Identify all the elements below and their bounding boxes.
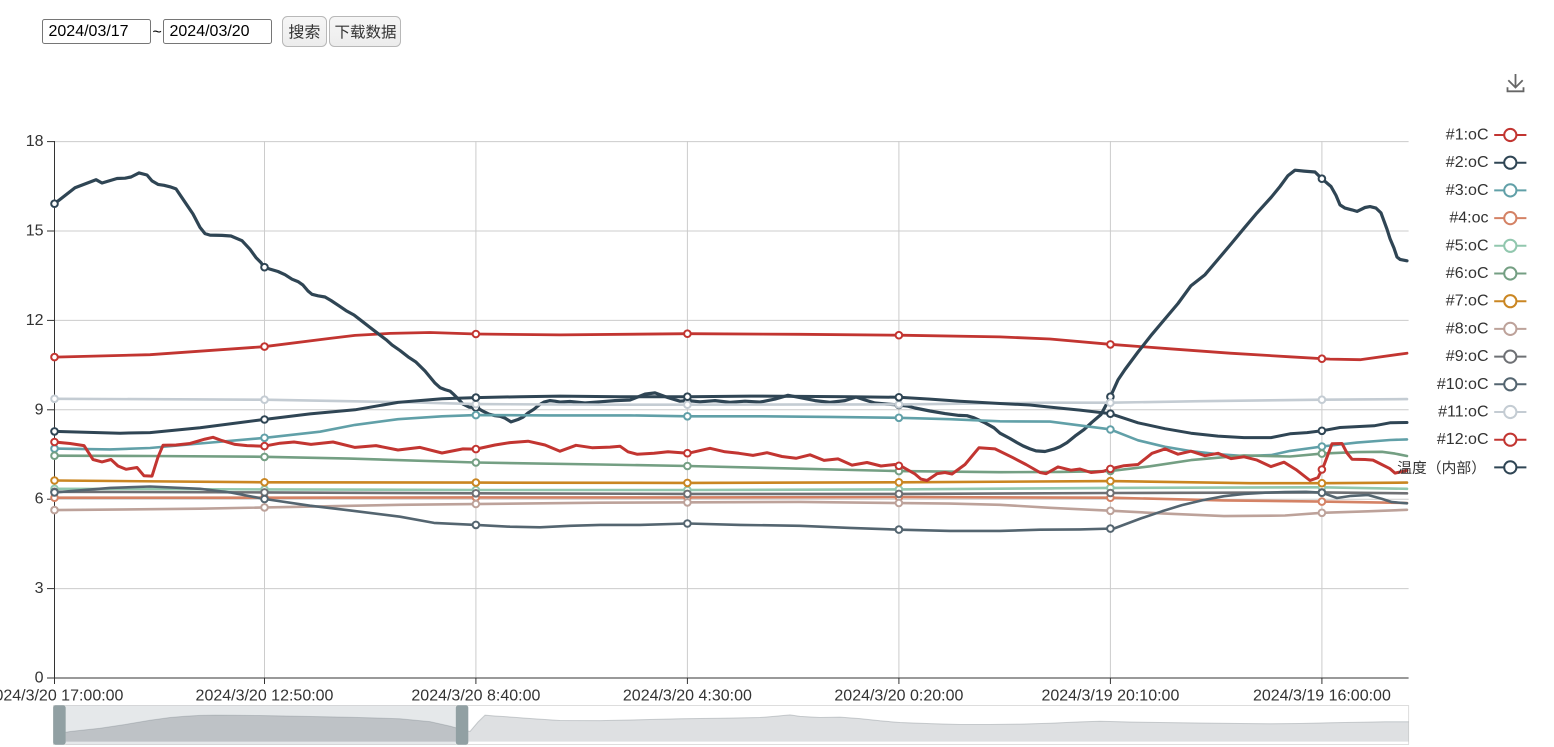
svg-text:2024/3/20 4:30:00: 2024/3/20 4:30:00 (623, 688, 752, 705)
svg-text:3: 3 (35, 580, 44, 597)
svg-text:2024/3/19 16:00:00: 2024/3/19 16:00:00 (1253, 688, 1391, 705)
svg-text:#5:oC: #5:oC (1446, 237, 1489, 254)
svg-text:~: ~ (153, 24, 162, 41)
svg-text:#11:oC: #11:oC (1438, 404, 1488, 421)
svg-text:15: 15 (26, 223, 44, 240)
svg-text:#1:oC: #1:oC (1446, 127, 1489, 144)
svg-text:#9:oC: #9:oC (1446, 348, 1489, 365)
svg-text:#6:oC: #6:oC (1446, 265, 1489, 282)
svg-text:#2:oC: #2:oC (1446, 154, 1489, 171)
svg-text:2024/3/20 0:20:00: 2024/3/20 0:20:00 (834, 688, 963, 705)
svg-text:#12:oC: #12:oC (1437, 431, 1489, 448)
svg-text:2024/03/20: 2024/03/20 (170, 23, 250, 40)
svg-text:#7:oC: #7:oC (1446, 293, 1489, 310)
svg-text:#10:oC: #10:oC (1437, 376, 1489, 393)
svg-text:2024/3/19 20:10:00: 2024/3/19 20:10:00 (1041, 688, 1179, 705)
svg-text:2024/3/20 8:40:00: 2024/3/20 8:40:00 (411, 688, 540, 705)
svg-text:18: 18 (26, 133, 44, 150)
svg-text:2024/3/20 17:00:00: 2024/3/20 17:00:00 (0, 688, 124, 705)
svg-text:2024/3/20 12:50:00: 2024/3/20 12:50:00 (196, 688, 334, 705)
svg-text:2024/03/17: 2024/03/17 (49, 23, 129, 40)
svg-text:#4:oc: #4:oc (1449, 210, 1488, 227)
svg-text:0: 0 (35, 670, 44, 687)
svg-text:6: 6 (35, 491, 44, 508)
svg-text:9: 9 (35, 401, 44, 418)
svg-text:#8:oC: #8:oC (1446, 320, 1489, 337)
svg-text:#3:oC: #3:oC (1446, 182, 1489, 199)
svg-text:12: 12 (26, 312, 44, 329)
